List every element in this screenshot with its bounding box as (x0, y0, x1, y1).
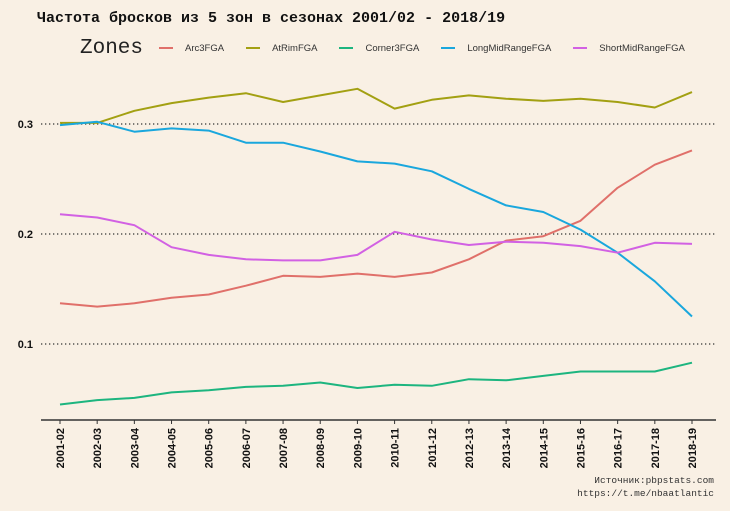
y-axis-ticks: 0.1 0.2 0.3 (18, 119, 33, 351)
series-line-longmidrangefga (59, 120, 693, 318)
legend-swatch (339, 47, 354, 49)
legend-label: Corner3FGA (365, 42, 420, 54)
x-tick-label: 2006-07 (241, 428, 253, 468)
series-line-atrimfga (60, 87, 693, 124)
legend-label: ShortMidRangeFGA (599, 42, 685, 54)
legend-swatch (159, 47, 174, 49)
x-tick-label: 2010-11 (390, 428, 402, 468)
series-line-corner3fga (59, 361, 693, 406)
chart-title: Частота бросков из 5 зон в сезонах 2001/… (37, 10, 506, 27)
x-tick-label: 2005-06 (204, 428, 216, 468)
x-tick-label: 2012-13 (464, 428, 476, 468)
legend-label: Arc3FGA (185, 42, 225, 54)
legend: Zones Arc3FGA AtRimFGA Corner3FGA LongMidRa… (80, 36, 707, 60)
x-tick-label: 2008-09 (315, 428, 327, 468)
legend-item-corner3fga: Corner3FGA (339, 43, 419, 54)
legend-swatch (246, 47, 261, 49)
x-tick-label: 2007-08 (278, 428, 290, 468)
source-credit: Источник:pbpstats.com https://t.me/nbaat… (577, 474, 714, 500)
source-link: https://t.me/nbaatlantic (577, 488, 714, 499)
x-tick-label: 2018-19 (687, 428, 699, 468)
series-line-arc3fga (59, 149, 693, 308)
x-tick-label: 2002-03 (92, 428, 104, 468)
legend-item-shortmidrangefga: ShortMidRangeFGA (573, 43, 685, 54)
x-axis-ticks: 2001-02 2002-03 2003-04 2004-05 2005-06 2006-… (55, 420, 699, 468)
x-tick-label: 2014-15 (538, 428, 550, 468)
y-tick-label: 0.1 (18, 339, 33, 351)
x-tick-label: 2017-18 (650, 428, 662, 468)
legend-item-longmidrangefga: LongMidRangeFGA (441, 43, 551, 54)
series-lines (59, 87, 693, 406)
y-tick-label: 0.3 (18, 119, 33, 131)
x-tick-label: 2009-10 (352, 428, 364, 468)
x-tick-label: 2001-02 (55, 428, 67, 468)
legend-label: AtRimFGA (272, 42, 318, 54)
x-tick-label: 2011-12 (427, 428, 439, 468)
legend-title: Zones (80, 36, 144, 60)
legend-swatch (441, 47, 456, 49)
x-tick-label: 2013-14 (501, 427, 513, 468)
x-tick-label: 2004-05 (167, 428, 179, 468)
y-tick-label: 0.2 (18, 229, 33, 241)
gridlines (41, 123, 716, 345)
x-tick-label: 2015-16 (575, 428, 587, 468)
x-tick-label: 2016-17 (613, 428, 625, 468)
legend-label: LongMidRangeFGA (467, 42, 552, 54)
legend-item-arc3fga: Arc3FGA (159, 43, 224, 54)
x-tick-label: 2003-04 (129, 427, 141, 468)
legend-swatch (573, 47, 588, 49)
legend-item-atrimfga: AtRimFGA (246, 43, 317, 54)
source-line: Источник:pbpstats.com (594, 475, 714, 486)
series-line-shortmidrangefga (59, 213, 693, 262)
